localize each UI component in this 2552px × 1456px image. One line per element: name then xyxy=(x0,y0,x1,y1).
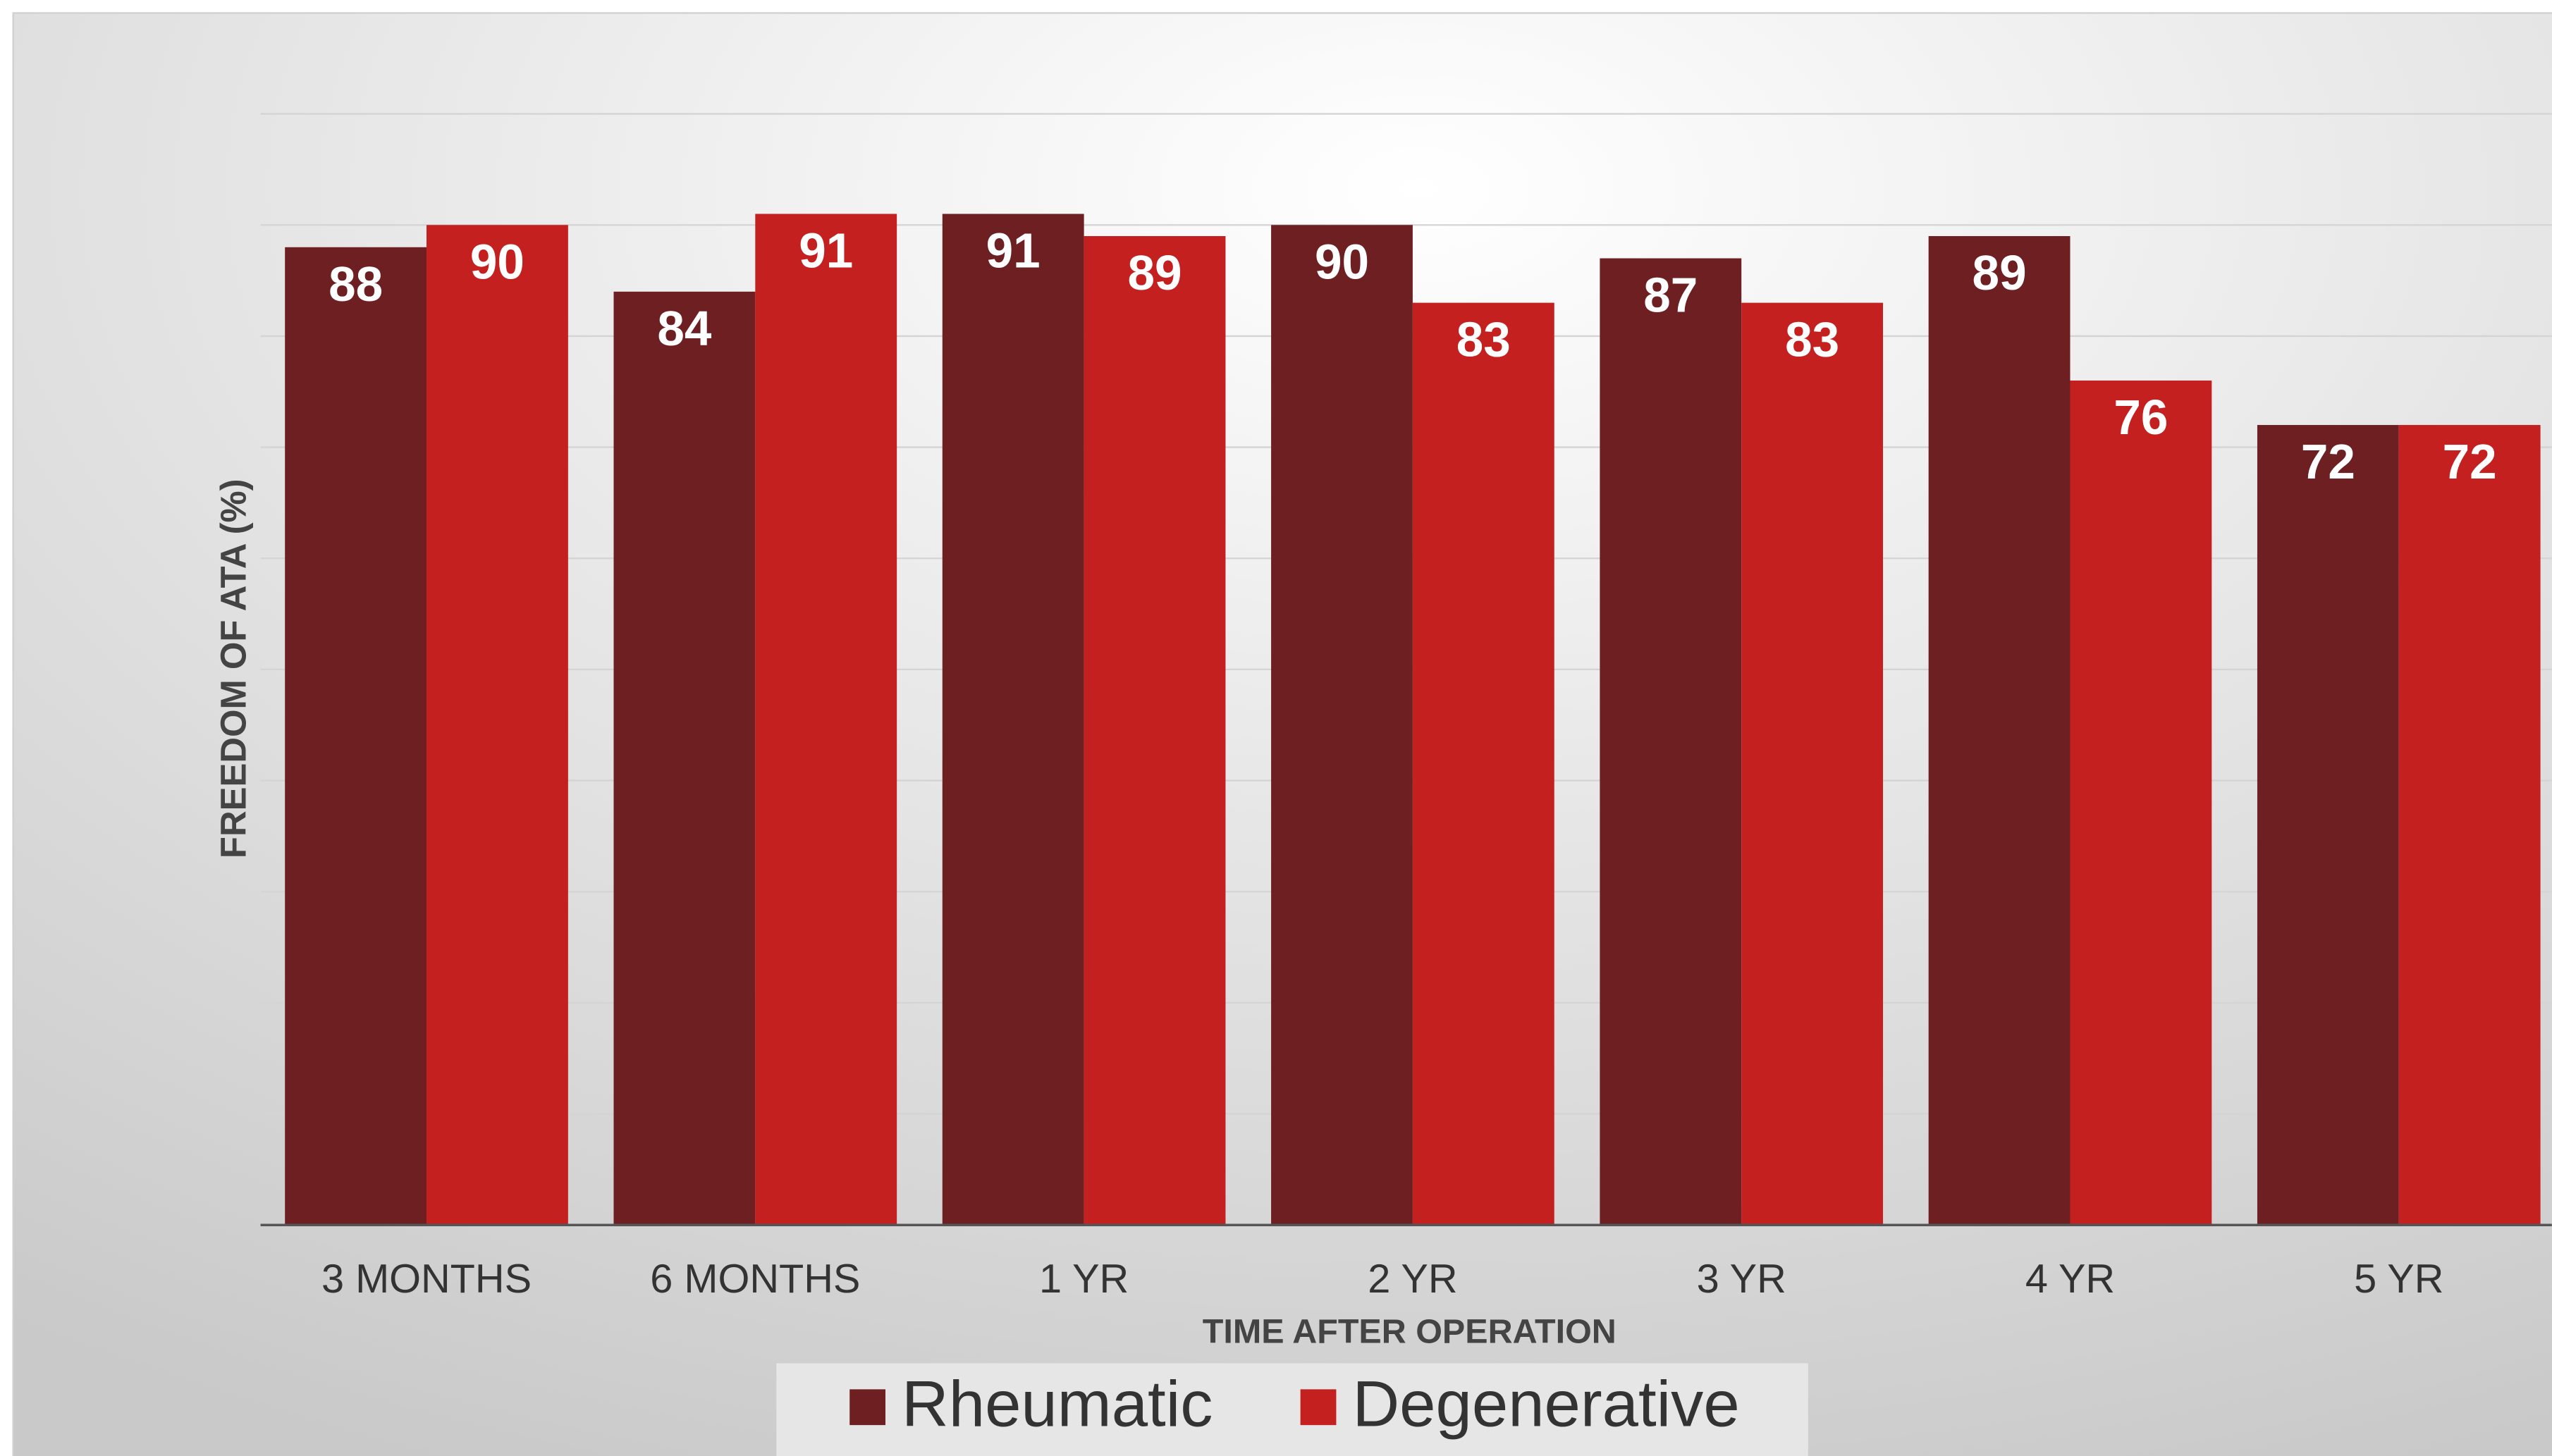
bar xyxy=(2070,380,2212,1226)
bar xyxy=(1600,258,1742,1226)
value-label: 83 xyxy=(1785,312,1839,367)
x-tick-label: 3 MONTHS xyxy=(321,1257,532,1302)
value-label: 84 xyxy=(657,301,712,356)
bar xyxy=(2257,425,2399,1226)
value-label: 89 xyxy=(1973,245,2027,300)
value-label: 91 xyxy=(799,223,853,278)
y-axis-title: FREEDOM OF ATA (%) xyxy=(213,479,253,858)
x-tick-label: 4 YR xyxy=(2025,1257,2115,1302)
bar xyxy=(1271,225,1413,1226)
legend-label: Degenerative xyxy=(1352,1366,1739,1440)
bar xyxy=(1928,236,2071,1226)
bar xyxy=(427,225,568,1226)
legend-label: Rheumatic xyxy=(902,1366,1213,1440)
x-axis-title: TIME AFTER OPERATION xyxy=(1203,1313,1617,1351)
bars xyxy=(285,214,2541,1226)
bar xyxy=(1084,236,1226,1226)
bar xyxy=(755,214,897,1226)
x-tick-label: 5 YR xyxy=(2354,1257,2443,1302)
x-tick-label: 3 YR xyxy=(1697,1257,1786,1302)
value-label: 90 xyxy=(470,234,524,289)
legend-box xyxy=(776,1363,1808,1456)
x-tick-label: 2 YR xyxy=(1368,1257,1457,1302)
bar xyxy=(613,291,756,1226)
value-label: 90 xyxy=(1315,234,1369,289)
value-label: 89 xyxy=(1128,245,1182,300)
bar xyxy=(2398,425,2541,1226)
value-label: 72 xyxy=(2301,434,2355,489)
x-tick-label: 6 MONTHS xyxy=(650,1257,860,1302)
legend-swatch xyxy=(1300,1389,1337,1426)
bar xyxy=(285,247,427,1226)
value-label: 88 xyxy=(329,257,383,311)
bar xyxy=(1741,302,1884,1226)
value-label: 91 xyxy=(986,223,1041,278)
bar xyxy=(942,214,1084,1226)
bar xyxy=(1412,302,1554,1226)
value-label: 83 xyxy=(1456,312,1511,367)
value-label: 87 xyxy=(1643,268,1698,323)
x-tick-label: 1 YR xyxy=(1039,1257,1129,1302)
legend: Rheumatic Degenerative xyxy=(849,1366,1740,1440)
labels: 3 MONTHS 88 90 6 MONTHS 84 91 1 YR 91 89 2 YR 90 83… xyxy=(321,223,2497,1302)
value-label: 76 xyxy=(2114,390,2168,445)
legend-swatch xyxy=(849,1389,885,1426)
value-label: 72 xyxy=(2443,434,2497,489)
